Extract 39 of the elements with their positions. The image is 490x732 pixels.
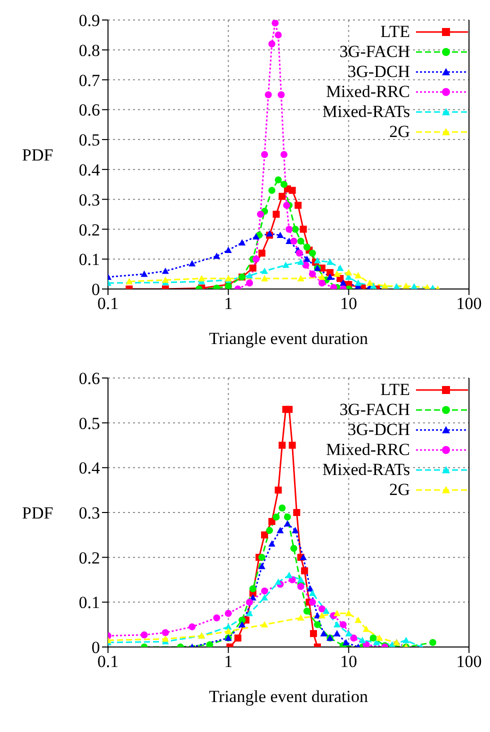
y-tick-label: 0.5 <box>78 130 100 150</box>
legend-label: LTE <box>380 22 410 42</box>
y-tick-label: 0 <box>92 638 100 658</box>
legend-label: Mixed-RRC <box>326 440 410 460</box>
y-tick-label: 0.3 <box>78 504 100 523</box>
legend-label: 3G-FACH <box>339 42 410 62</box>
y-tick-label: 0.3 <box>78 190 100 210</box>
y-tick-label: 0.6 <box>78 100 100 120</box>
x-axis-title: Triangle event duration <box>209 329 368 348</box>
y-tick-label: 0.9 <box>78 11 100 30</box>
y-tick-label: 0.2 <box>78 548 100 568</box>
y-axis-title: PDF <box>22 146 54 165</box>
y-tick-label: 0.7 <box>78 70 100 90</box>
y-tick-label: 0.1 <box>78 250 100 270</box>
legend-label: 3G-DCH <box>348 420 410 440</box>
x-tick-label: 10 <box>340 652 358 672</box>
y-tick-label: 0.8 <box>78 40 100 60</box>
y-tick-label: 0.2 <box>78 220 100 240</box>
legend-label: 3G-FACH <box>339 400 410 420</box>
legend-label: 3G-DCH <box>348 62 410 82</box>
x-tick-label: 10 <box>340 294 358 314</box>
legend-label: Mixed-RATs <box>322 102 410 122</box>
x-tick-label: 100 <box>456 652 482 672</box>
y-tick-label: 0.5 <box>78 414 100 433</box>
legend-label: 2G <box>389 480 410 500</box>
y-tick-label: 0 <box>92 280 100 300</box>
y-axis-title: PDF <box>22 504 54 523</box>
y-tick-label: 0.6 <box>78 369 100 388</box>
y-tick-label: 0.4 <box>78 160 100 180</box>
x-tick-label: 100 <box>456 294 482 314</box>
legend-label: Mixed-RATs <box>322 460 410 480</box>
x-axis-title: Triangle event duration <box>209 687 368 706</box>
legend-label: LTE <box>380 380 410 400</box>
y-tick-label: 0.1 <box>78 593 100 612</box>
x-tick-label: 1 <box>224 652 233 672</box>
y-tick-label: 0.4 <box>78 458 100 478</box>
legend-label: 2G <box>389 122 410 142</box>
x-tick-label: 1 <box>224 294 233 314</box>
legend-label: Mixed-RRC <box>326 82 410 102</box>
